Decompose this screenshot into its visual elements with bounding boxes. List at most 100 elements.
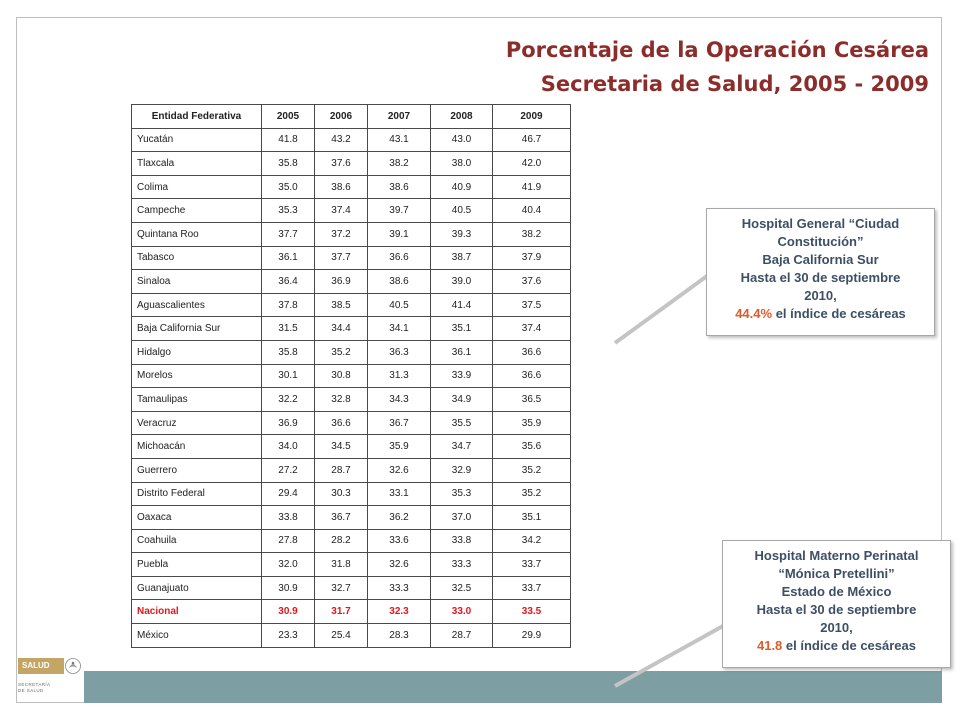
table-row: Puebla 32.0 31.8 32.6 33.3 33.7 bbox=[131, 552, 571, 577]
column-header-entity: Entidad Federativa bbox=[131, 104, 262, 129]
rate-value-cell: 35.8 bbox=[261, 339, 315, 365]
rate-value-cell: 35.8 bbox=[261, 151, 315, 176]
rate-value-cell: 39.0 bbox=[430, 269, 493, 294]
rate-value-cell: 35.9 bbox=[367, 434, 431, 459]
column-header-year: 2009 bbox=[492, 104, 571, 129]
rate-value-cell: 42.0 bbox=[492, 151, 571, 176]
table-body: Yucatán 41.8 43.2 43.1 43.0 46.7 Tlaxcala 35.8 3… bbox=[131, 127, 571, 648]
rate-value-cell: 40.5 bbox=[367, 292, 431, 318]
table-row: Baja California Sur 31.5 34.4 34.1 35.1 37.4 bbox=[131, 316, 571, 341]
rate-value-cell: 34.4 bbox=[314, 316, 368, 341]
rate-value-cell: 33.6 bbox=[367, 528, 431, 554]
callout2-line4: Hasta el 30 de septiembre bbox=[756, 602, 917, 617]
rate-value-cell: 38.0 bbox=[430, 151, 493, 176]
rate-value-cell: 39.3 bbox=[430, 221, 493, 247]
rate-value-cell: 37.7 bbox=[314, 245, 368, 271]
entity-name-cell: Puebla bbox=[131, 552, 262, 577]
entity-name-cell: Yucatán bbox=[131, 127, 262, 153]
rate-value-cell: 31.8 bbox=[314, 552, 368, 577]
table-row: Guanajuato 30.9 32.7 33.3 32.5 33.7 bbox=[131, 575, 571, 601]
rate-value-cell: 28.7 bbox=[314, 457, 368, 483]
rate-value-cell: 33.8 bbox=[430, 528, 493, 554]
rate-value-cell: 38.6 bbox=[367, 269, 431, 294]
rate-value-cell: 30.8 bbox=[314, 363, 368, 389]
rate-value-cell: 35.3 bbox=[261, 198, 315, 223]
callout2-line5: 2010, bbox=[820, 620, 853, 635]
rate-value-cell: 35.0 bbox=[261, 174, 315, 200]
title-line1: Porcentaje de la Operación Cesárea bbox=[505, 38, 929, 62]
table-row: Coahuila 27.8 28.2 33.6 33.8 34.2 bbox=[131, 528, 571, 554]
callout2-rate-value: 41.8 bbox=[756, 638, 783, 653]
callout1-rate-text: el índice de cesáreas bbox=[772, 306, 906, 321]
table-row: Michoacán 34.0 34.5 35.9 34.7 35.6 bbox=[131, 434, 571, 459]
rate-value-cell: 40.5 bbox=[430, 198, 493, 223]
entity-name-cell: Baja California Sur bbox=[131, 316, 262, 341]
table-row: Tabasco 36.1 37.7 36.6 38.7 37.9 bbox=[131, 245, 571, 271]
rate-value-cell: 41.8 bbox=[261, 127, 315, 153]
rate-value-cell: 27.2 bbox=[261, 457, 315, 483]
rate-value-cell: 36.6 bbox=[367, 245, 431, 271]
table-row: Yucatán 41.8 43.2 43.1 43.0 46.7 bbox=[131, 127, 571, 153]
rate-value-cell: 37.7 bbox=[261, 221, 315, 247]
callout1-line1: Hospital General “Ciudad bbox=[741, 216, 900, 231]
entity-name-cell: Guanajuato bbox=[131, 575, 262, 601]
rate-value-cell: 36.1 bbox=[430, 339, 493, 365]
column-header-year: 2006 bbox=[314, 104, 368, 129]
rate-value-cell: 32.7 bbox=[314, 575, 368, 601]
rate-value-cell: 32.3 bbox=[367, 599, 431, 625]
entity-name-cell: México bbox=[131, 623, 262, 648]
table-row: México 23.3 25.4 28.3 28.7 29.9 bbox=[131, 623, 571, 648]
rate-value-cell: 36.6 bbox=[314, 410, 368, 436]
rate-value-cell: 33.5 bbox=[492, 599, 571, 625]
rate-value-cell: 32.2 bbox=[261, 387, 315, 412]
table-row: Morelos 30.1 30.8 31.3 33.9 36.6 bbox=[131, 363, 571, 389]
rate-value-cell: 37.4 bbox=[492, 316, 571, 341]
rate-value-cell: 30.1 bbox=[261, 363, 315, 389]
rate-value-cell: 32.9 bbox=[430, 457, 493, 483]
entity-name-cell: Guerrero bbox=[131, 457, 262, 483]
entity-name-cell: Oaxaca bbox=[131, 505, 262, 530]
rate-value-cell: 33.7 bbox=[492, 575, 571, 601]
rate-value-cell: 36.9 bbox=[314, 269, 368, 294]
rate-value-cell: 35.2 bbox=[492, 481, 571, 507]
rate-value-cell: 34.5 bbox=[314, 434, 368, 459]
rate-value-cell: 38.5 bbox=[314, 292, 368, 318]
callout1-line5: 2010, bbox=[804, 288, 837, 303]
callout1-line2: Constitución” bbox=[777, 234, 864, 249]
rate-value-cell: 35.5 bbox=[430, 410, 493, 436]
rate-value-cell: 39.1 bbox=[367, 221, 431, 247]
rate-value-cell: 35.1 bbox=[430, 316, 493, 341]
salud-logo: SALUD SECRETARÍA DE SALUD bbox=[16, 652, 84, 703]
table-row: Sinaloa 36.4 36.9 38.6 39.0 37.6 bbox=[131, 269, 571, 294]
column-header-year: 2007 bbox=[367, 104, 431, 129]
rate-value-cell: 28.2 bbox=[314, 528, 368, 554]
callout2-line3: Estado de México bbox=[781, 584, 892, 599]
rate-value-cell: 38.2 bbox=[492, 221, 571, 247]
rate-value-cell: 34.3 bbox=[367, 387, 431, 412]
callout-hospital-general: Hospital General “Ciudad Constitución” B… bbox=[706, 208, 935, 336]
entity-name-cell: Coahuila bbox=[131, 528, 262, 554]
rate-value-cell: 30.9 bbox=[261, 575, 315, 601]
logo-text-line1: SECRETARÍA bbox=[18, 682, 51, 687]
entity-name-cell: Michoacán bbox=[131, 434, 262, 459]
rate-value-cell: 34.0 bbox=[261, 434, 315, 459]
callout2-line2: “Mónica Pretellini” bbox=[778, 566, 895, 581]
rate-value-cell: 36.7 bbox=[314, 505, 368, 530]
table-row: Oaxaca 33.8 36.7 36.2 37.0 35.1 bbox=[131, 505, 571, 530]
rate-value-cell: 36.9 bbox=[261, 410, 315, 436]
rate-value-cell: 31.3 bbox=[367, 363, 431, 389]
table-row: Aguascalientes 37.8 38.5 40.5 41.4 37.5 bbox=[131, 292, 571, 318]
rate-value-cell: 36.4 bbox=[261, 269, 315, 294]
rate-value-cell: 33.1 bbox=[367, 481, 431, 507]
rate-value-cell: 41.9 bbox=[492, 174, 571, 200]
salud-logo-text: SECRETARÍA DE SALUD bbox=[18, 682, 50, 694]
entity-name-cell: Campeche bbox=[131, 198, 262, 223]
rate-value-cell: 29.4 bbox=[261, 481, 315, 507]
column-header-year: 2008 bbox=[430, 104, 493, 129]
entity-name-cell: Quintana Roo bbox=[131, 221, 262, 247]
rate-value-cell: 37.6 bbox=[314, 151, 368, 176]
callout-hospital-materno: Hospital Materno Perinatal “Mónica Prete… bbox=[722, 540, 951, 668]
entity-name-cell: Tabasco bbox=[131, 245, 262, 271]
rate-value-cell: 32.5 bbox=[430, 575, 493, 601]
rate-value-cell: 35.9 bbox=[492, 410, 571, 436]
